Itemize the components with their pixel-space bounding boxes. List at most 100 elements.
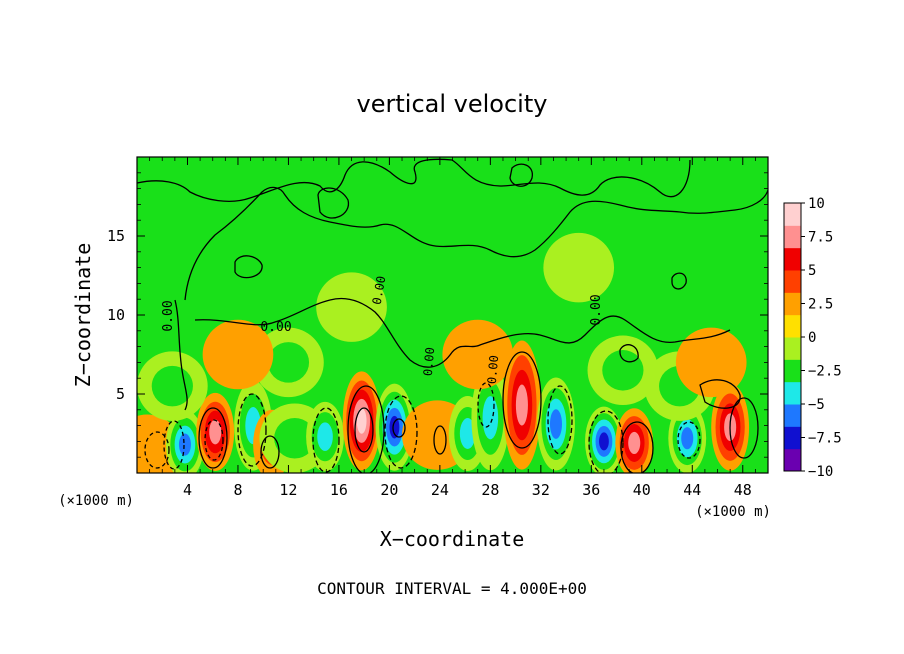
x-tick-label: 20 — [380, 481, 398, 499]
cell-outline — [384, 395, 418, 469]
colorbar-tick-label: 5 — [808, 263, 816, 279]
colorbar-segment — [784, 314, 801, 338]
x-unit-left: (×1000 m) — [58, 493, 134, 509]
colorbar-segment — [784, 426, 801, 450]
colorbar-segment — [784, 404, 801, 427]
x-tick-label: 36 — [582, 481, 600, 499]
colorbar-tick-label: −2.5 — [808, 364, 842, 380]
contour-loop-c — [234, 255, 263, 279]
x-tick-label: 48 — [734, 481, 752, 499]
colorbar-segment — [784, 203, 801, 226]
velocity-cell — [442, 319, 514, 390]
colorbar-tick-label: 7.5 — [808, 230, 833, 246]
velocity-cell — [681, 427, 694, 450]
cell-outline — [144, 431, 170, 469]
cell-outline — [433, 425, 447, 455]
contour-label: 0.00 — [421, 347, 437, 377]
cell-outline — [477, 382, 495, 428]
velocity-cell — [675, 327, 747, 398]
cell-outline — [547, 385, 573, 455]
x-unit-right: (×1000 m) — [695, 504, 771, 520]
cell-outline — [198, 407, 228, 469]
cell-outline — [237, 393, 267, 467]
cell-outline — [204, 419, 224, 461]
x-axis-label: X−coordinate — [380, 527, 525, 551]
colorbar-segment — [784, 247, 801, 271]
chart-title: vertical velocity — [357, 90, 548, 118]
cell-outline — [260, 435, 280, 469]
x-tick-label: 8 — [233, 481, 242, 499]
contour-label: 0.00 — [485, 355, 501, 385]
velocity-cell — [482, 396, 499, 440]
contour-middle-boundary — [184, 186, 768, 301]
velocity-cell — [356, 408, 367, 434]
velocity-cell — [599, 432, 609, 451]
colorbar-segment — [784, 292, 801, 316]
cell-outline — [392, 418, 406, 438]
contour-upper-boundary — [137, 158, 691, 202]
x-axis: 4 8 12 16 20 24 28 32 36 40 44 48 — [149, 157, 756, 499]
contour-interval-note: CONTOUR INTERVAL = 4.000E+00 — [317, 579, 587, 598]
y-tick-label: 5 — [116, 385, 125, 403]
contour-loop-e — [671, 272, 687, 290]
x-tick-label: 28 — [481, 481, 499, 499]
velocity-cell — [317, 422, 333, 451]
velocity-cell — [267, 342, 310, 383]
contour-cloud-left — [174, 299, 188, 411]
colorbar: 10 7.5 5 2.5 0 −2.5 −5 −7.5 −10 — [783, 196, 842, 480]
x-tick-label: 44 — [683, 481, 701, 499]
colorbar-tick-label: 10 — [808, 196, 825, 212]
cell-outline — [588, 410, 624, 473]
colorbar-segment — [784, 381, 801, 405]
colorbar-tick-label: −7.5 — [808, 431, 842, 447]
cell-outline — [729, 397, 759, 459]
contour-label: 0.00 — [260, 320, 291, 335]
cell-outline — [620, 421, 654, 473]
y-axis-label: Z−coordinate — [71, 243, 95, 388]
velocity-cell — [549, 409, 563, 439]
colorbar-tick-label: −5 — [808, 397, 825, 413]
x-tick-label: 24 — [431, 481, 449, 499]
velocity-cell — [274, 417, 316, 459]
y-axis: 5 10 15 — [107, 172, 768, 458]
colorbar-segment — [784, 448, 801, 472]
contour-loop-a — [317, 187, 350, 219]
x-tick-label: 4 — [183, 481, 192, 499]
colorbar-tick-label: 2.5 — [808, 297, 833, 313]
colorbar-segment — [784, 270, 801, 293]
cell-outline — [347, 385, 385, 473]
velocity-cell — [515, 384, 528, 426]
contour-loop-b — [509, 163, 533, 187]
velocity-cell — [628, 431, 641, 455]
colorbar-tick-label: 0 — [808, 330, 816, 346]
colorbar-segment — [784, 359, 801, 383]
velocity-cell — [602, 350, 644, 391]
cell-outline — [163, 420, 185, 470]
x-tick-label: 16 — [330, 481, 348, 499]
x-tick-label: 40 — [633, 481, 651, 499]
cell-outline — [502, 351, 542, 449]
velocity-cell — [209, 419, 222, 445]
contour-band — [194, 297, 731, 368]
x-tick-label: 12 — [279, 481, 297, 499]
colorbar-segment — [784, 337, 801, 360]
x-tick-label: 32 — [532, 481, 550, 499]
colorbar-tick-label: −10 — [808, 464, 833, 480]
contour-label: 0.00 — [161, 300, 176, 331]
cell-outline — [354, 407, 374, 453]
y-tick-label: 15 — [107, 227, 125, 245]
contour-labels: 0.00 0.00 0.00 0.00 0.00 0.00 — [161, 275, 604, 385]
velocity-cell — [178, 433, 191, 456]
cell-outline — [677, 421, 701, 459]
contour-loop-f — [699, 379, 741, 409]
velocity-cell — [389, 415, 400, 439]
y-tick-label: 10 — [107, 306, 125, 324]
contour-loop-d — [619, 344, 639, 363]
colorbar-segment — [784, 225, 801, 249]
velocity-cell — [202, 319, 274, 390]
plot-area: 0.00 0.00 0.00 0.00 0.00 0.00 — [136, 156, 769, 474]
contour-label: 0.00 — [589, 294, 604, 325]
velocity-cell — [316, 272, 387, 342]
contour-label: 0.00 — [370, 275, 389, 306]
